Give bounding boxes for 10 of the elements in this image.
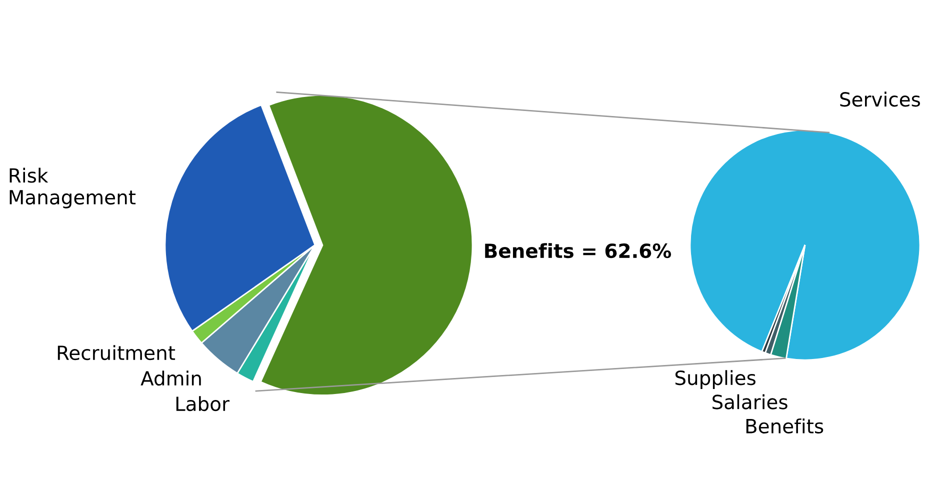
- pie-slice: [689, 129, 921, 361]
- slice-label: Risk Management: [10, 168, 136, 208]
- slice-label: Benefits: [746, 418, 824, 434]
- slice-label: Labor: [176, 396, 230, 412]
- slice-label: Recruitment: [58, 345, 176, 360]
- slice-label: Services: [840, 92, 920, 107]
- slice-label: Salaries: [712, 394, 788, 410]
- text: Benefits = 62.6%: [485, 243, 672, 258]
- slice-label: Supplies: [675, 370, 756, 389]
- slice-label: Admin: [140, 370, 201, 386]
